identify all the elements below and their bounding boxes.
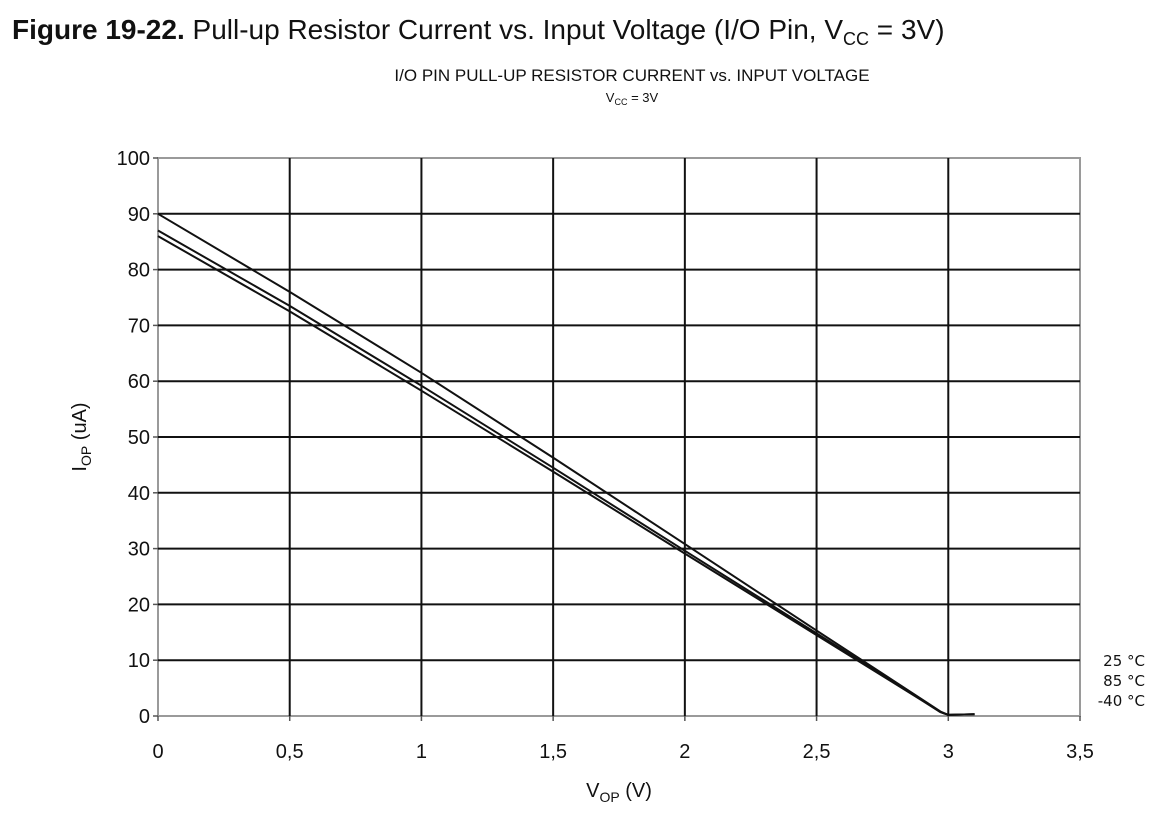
series-lines — [157, 212, 975, 716]
y-tick-label: 70 — [128, 315, 150, 337]
y-tick-label: 20 — [128, 594, 150, 616]
y-tick-label: 90 — [128, 204, 150, 226]
y-tick-label: 30 — [128, 539, 150, 561]
x-tick-label: 0 — [152, 741, 163, 763]
series-line-2 — [157, 229, 975, 716]
series-line-1 — [157, 212, 975, 716]
legend-entry: 85 °C — [1103, 672, 1145, 690]
y-tick-label: 60 — [128, 371, 150, 393]
figure-caption: Pull-up Resistor Current vs. Input Volta… — [192, 14, 945, 49]
x-axis-label: VOP (V) — [586, 780, 652, 805]
y-tick-label: 0 — [139, 706, 150, 728]
figure-title: Figure 19-22. Pull-up Resistor Current v… — [12, 14, 945, 50]
x-tick-label: 3,5 — [1066, 741, 1094, 763]
figure-number: Figure 19-22. — [12, 14, 185, 45]
x-tick-label: 1,5 — [539, 741, 567, 763]
grid — [158, 158, 1080, 716]
series-line-3 — [157, 235, 975, 716]
y-tick-label: 100 — [117, 148, 150, 170]
legend-entry: -40 °C — [1098, 692, 1145, 710]
y-tick-label: 10 — [128, 650, 150, 672]
y-tick-label: 50 — [128, 427, 150, 449]
y-tick-label: 40 — [128, 483, 150, 505]
legend: 25 °C 85 °C -40 °C — [1098, 652, 1145, 710]
x-tick-label: 3 — [943, 741, 954, 763]
ticks: 0 10 20 30 40 50 60 70 80 90 100 0 0,5 1 1,5 2 2,5 3 3,5 — [117, 148, 1094, 763]
x-tick-label: 0,5 — [276, 741, 304, 763]
y-tick-label: 80 — [128, 260, 150, 282]
x-tick-label: 1 — [416, 741, 427, 763]
x-tick-label: 2 — [679, 741, 690, 763]
x-tick-label: 2,5 — [803, 741, 831, 763]
chart-subtitle: VCC = 3V — [606, 90, 659, 107]
chart-title: I/O PIN PULL-UP RESISTOR CURRENT vs. INP… — [394, 66, 869, 85]
legend-entry: 25 °C — [1103, 652, 1145, 670]
y-axis-label: IOP (uA) — [69, 402, 94, 471]
